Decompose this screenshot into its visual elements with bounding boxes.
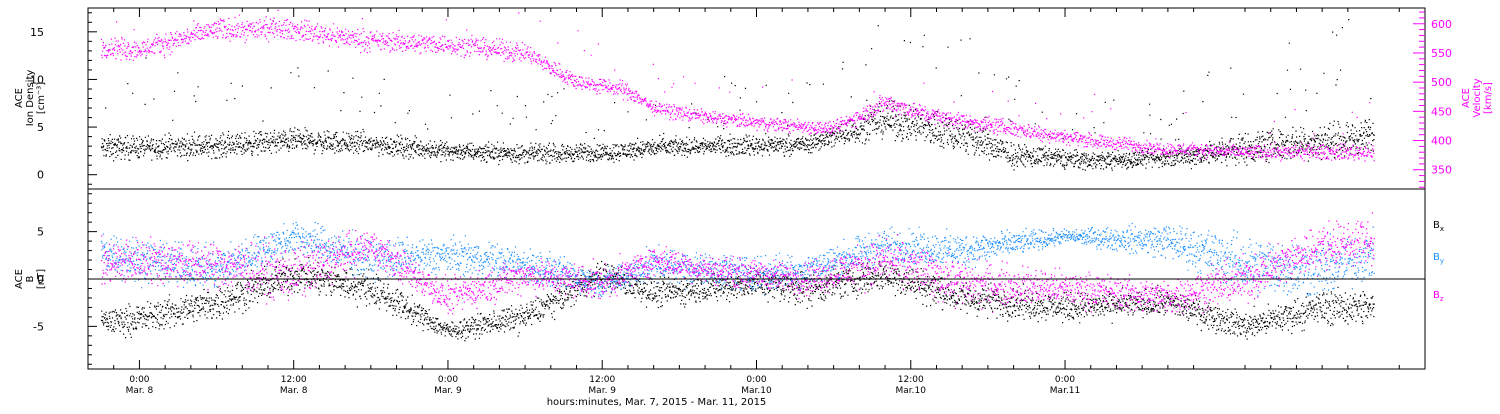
data-layer [100,9,1375,342]
x-tick-time: 0:00 [438,375,458,385]
bottom-left-axis-title-line: ACE [14,269,25,289]
x-tick-time: 0:00 [1055,375,1075,385]
legend-main: B [1433,220,1440,231]
top-left-axis-title-line: ACE [14,88,25,108]
bottom-left-tick-label: -5 [33,320,44,333]
legend-sub: x [1440,225,1444,233]
legend-main: B [1433,252,1440,263]
axes-layer [87,7,1426,370]
bottom-left-axis-title-line: [nT] [36,269,47,289]
x-tick-time: 0:00 [746,375,766,385]
legend-sub: z [1440,295,1444,303]
bottom-left-axis-title: ACE B [nT] [14,269,47,289]
top-right-tick-label: 600 [1431,18,1452,31]
bottom-left-tick-label: 5 [37,226,44,239]
top-right-tick-label: 350 [1431,164,1452,177]
legend-bx: Bx [1433,220,1444,233]
x-tick-date: Mar.10 [741,386,772,396]
top-right-axis-title: ACE Velocity [km/s] [1461,78,1494,117]
x-axis-title: hours:minutes, Mar. 7, 2015 - Mar. 11, 2… [547,397,767,408]
top-left-tick-label: 0 [37,169,44,182]
x-tick-time: 12:00 [281,375,307,385]
x-tick-date: Mar.10 [896,386,927,396]
top-left-axis-title-line: Ion Density [25,70,36,127]
top-left-axis-title: ACE Ion Density [cm⁻³] [14,70,47,127]
top-right-tick-label: 500 [1431,76,1452,89]
top-left-tick-label: 10 [30,73,44,86]
top-right-tick-label: 400 [1431,135,1452,148]
x-tick-date: Mar. 8 [280,386,308,396]
x-tick-date: Mar. 8 [126,386,154,396]
top-right-axis-title-line: Velocity [1472,78,1483,117]
bottom-left-axis-title-line: B [25,275,36,282]
bottom-left-tick-label: 0 [37,273,44,286]
x-tick-time: 12:00 [589,375,615,385]
legend-sub: y [1440,257,1444,265]
top-right-axis-title-line: [km/s] [1483,82,1494,114]
x-tick-time: 12:00 [898,375,924,385]
top-right-tick-label: 450 [1431,105,1452,118]
legend-by: By [1433,252,1444,265]
top-left-tick-label: 15 [30,26,44,39]
legend-main: B [1433,290,1440,301]
top-right-axis-title-line: ACE [1461,88,1472,108]
legend-bz: Bz [1433,290,1444,303]
series-bx [100,257,1375,342]
x-tick-date: Mar. 9 [434,386,462,396]
top-right-tick-label: 550 [1431,47,1452,60]
x-tick-date: Mar.11 [1050,386,1080,396]
series-bz [100,212,1375,315]
top-left-tick-label: 5 [37,121,44,134]
series-velocity [100,9,1375,162]
top-left-axis-title-line: [cm⁻³] [36,82,47,114]
x-tick-time: 0:00 [129,375,149,385]
series-ion-density [100,19,1375,171]
x-tick-date: Mar. 9 [588,386,616,396]
